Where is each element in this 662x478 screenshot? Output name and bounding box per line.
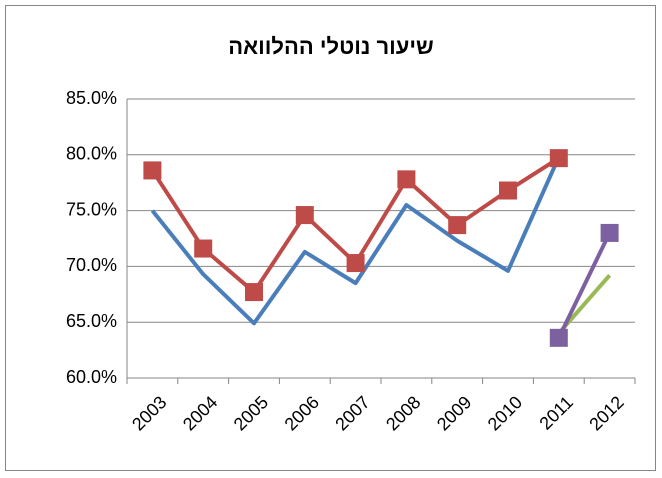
chart-title: שיעור נוטלי ההלוואה (228, 34, 433, 59)
y-tick-label: 75.0% (66, 199, 117, 219)
point-marker (295, 206, 314, 225)
point-marker (397, 170, 416, 189)
point-marker (346, 254, 365, 273)
point-marker (245, 283, 263, 302)
y-tick-label: 70.0% (66, 255, 117, 275)
point-marker (143, 161, 162, 180)
series-line (556, 232, 612, 339)
y-tick-label: 65.0% (66, 311, 117, 331)
point-marker (549, 149, 568, 168)
y-tick-label: 60.0% (66, 367, 117, 387)
point-marker (499, 181, 517, 200)
point-marker (194, 239, 213, 258)
point-marker (600, 223, 619, 242)
point-marker (549, 328, 568, 347)
y-tick-label: 80.0% (66, 144, 117, 164)
y-tick-label: 85.0% (66, 88, 117, 108)
point-marker (448, 216, 467, 235)
series-line (150, 156, 561, 326)
